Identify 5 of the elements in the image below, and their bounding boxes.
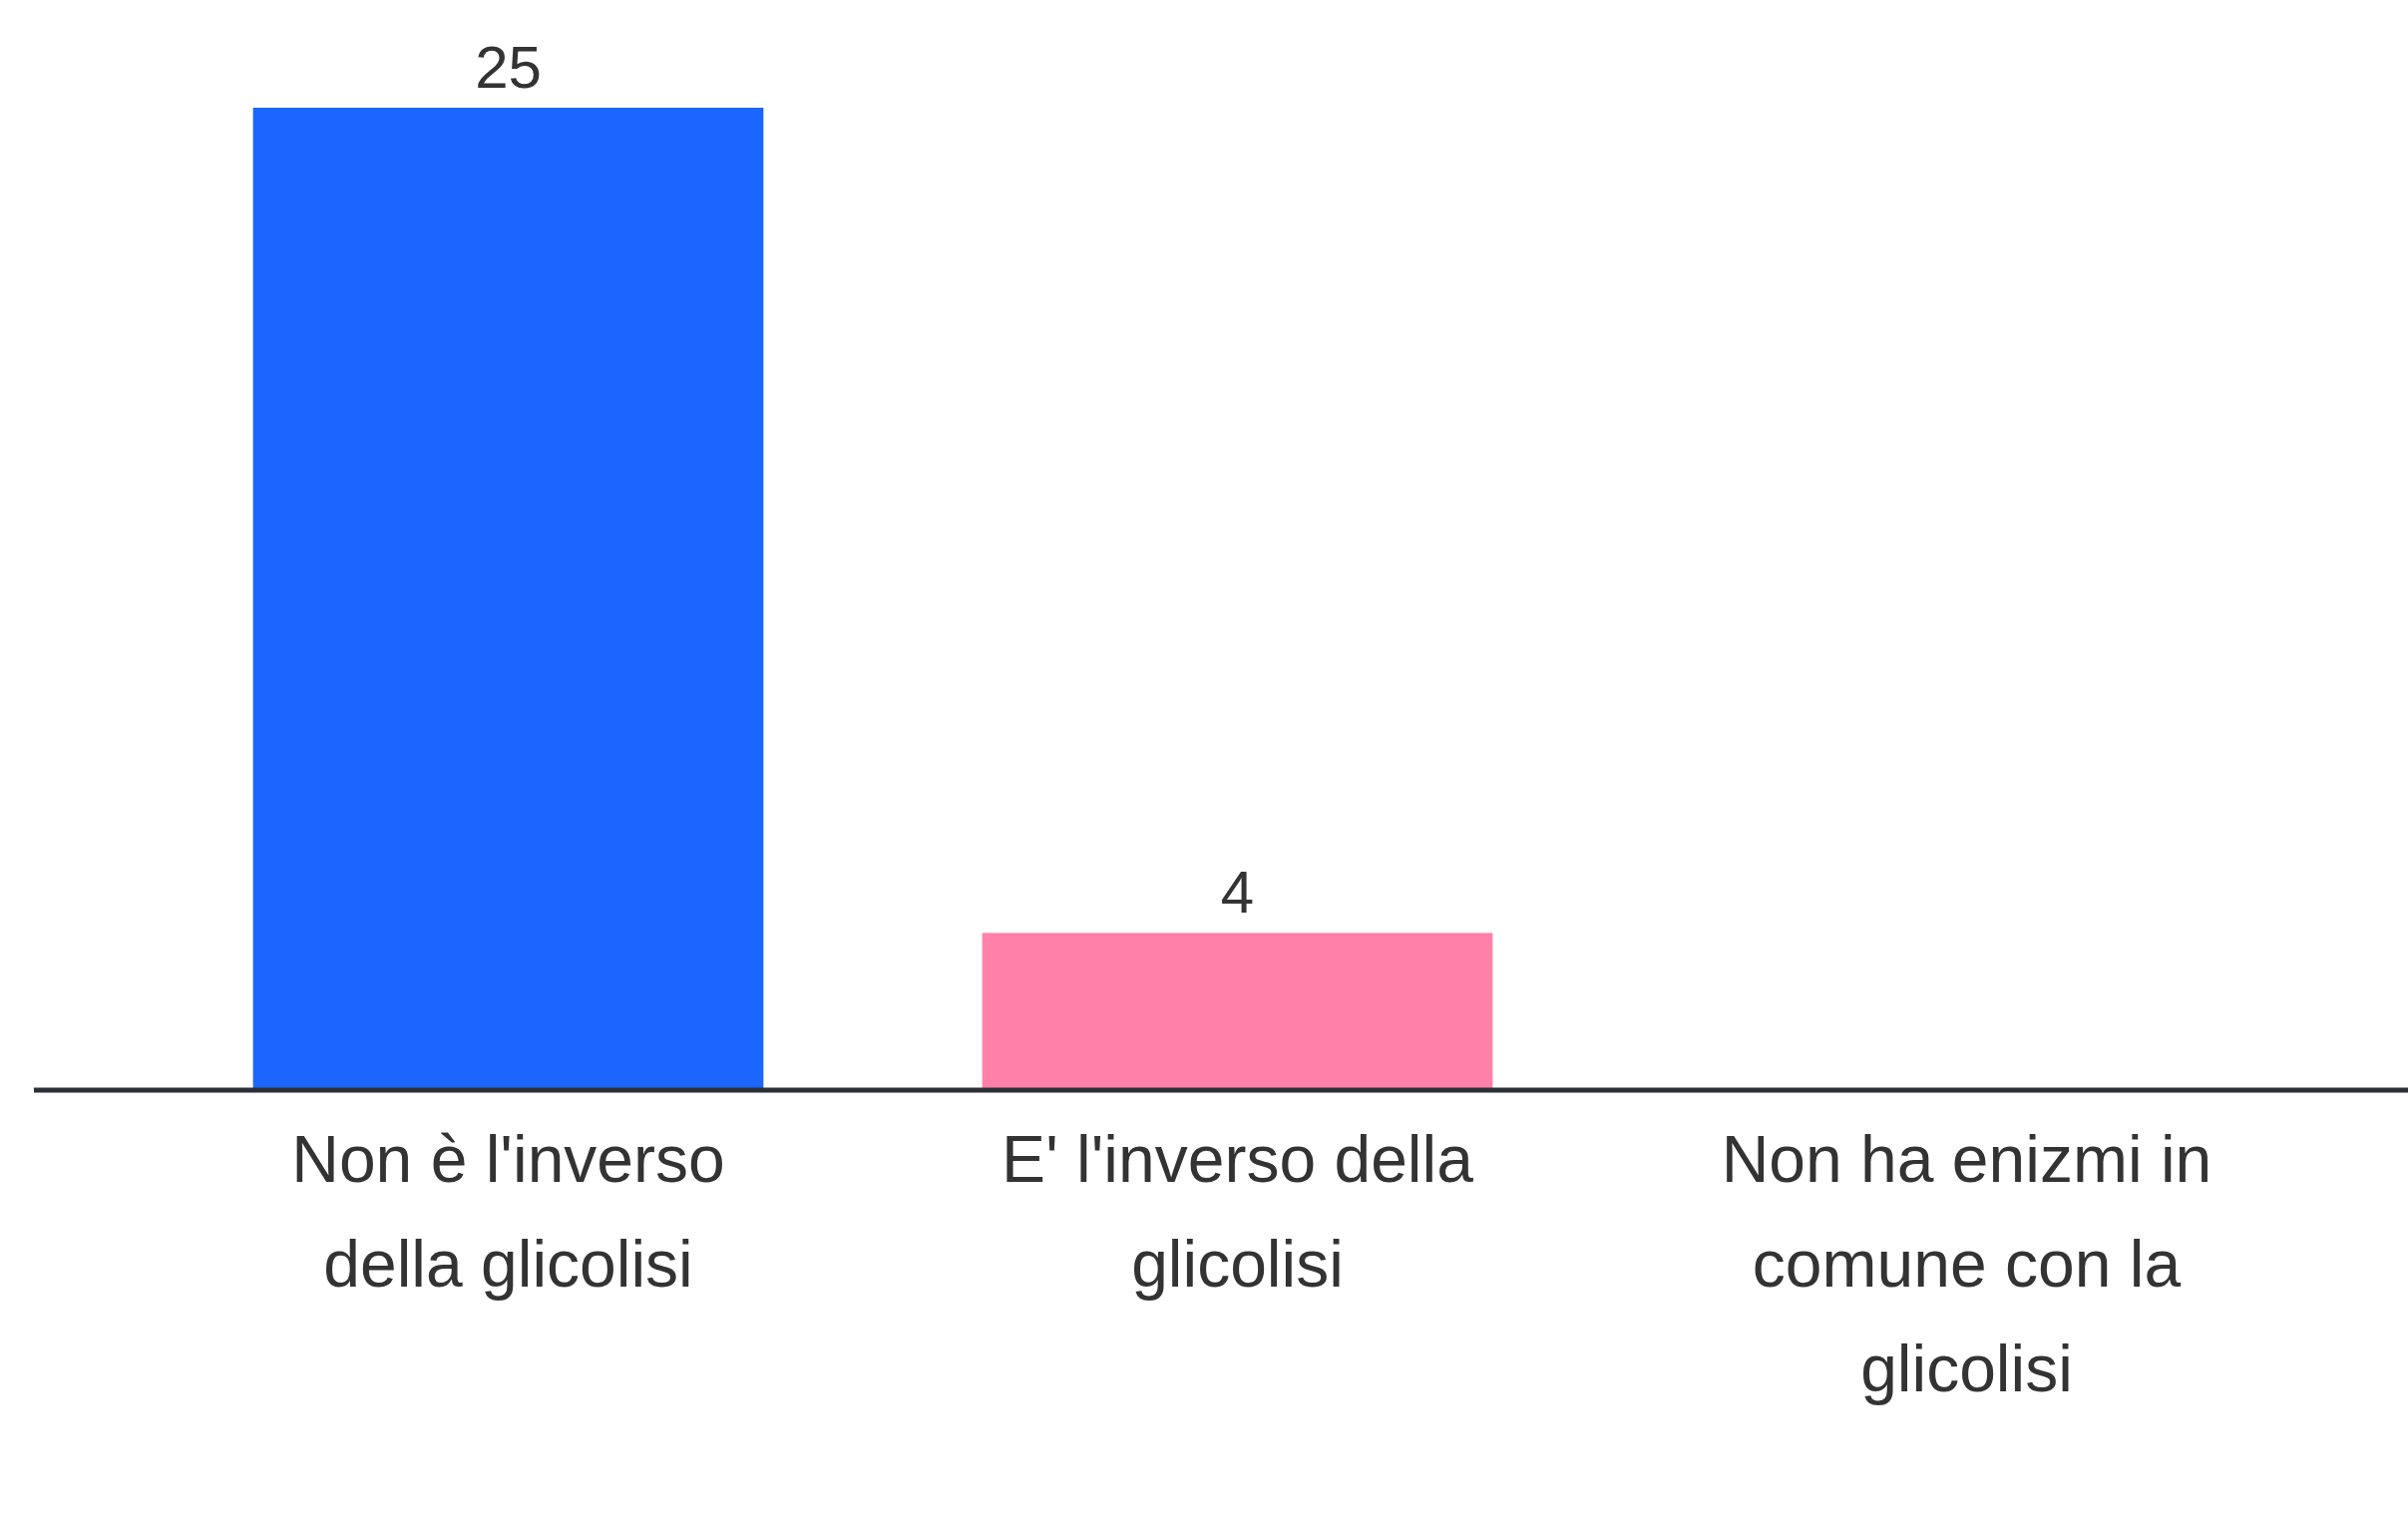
data-label: 25 bbox=[475, 34, 542, 101]
x-tick-label: Non è l'inverso della glicolisi bbox=[291, 1122, 725, 1301]
x-tick-label: E' l'inverso della glicolisi bbox=[1002, 1122, 1474, 1301]
data-label: 4 bbox=[1220, 859, 1255, 927]
x-tick-label: Non ha enizmi in comune con la glicolisi bbox=[1721, 1122, 2212, 1405]
